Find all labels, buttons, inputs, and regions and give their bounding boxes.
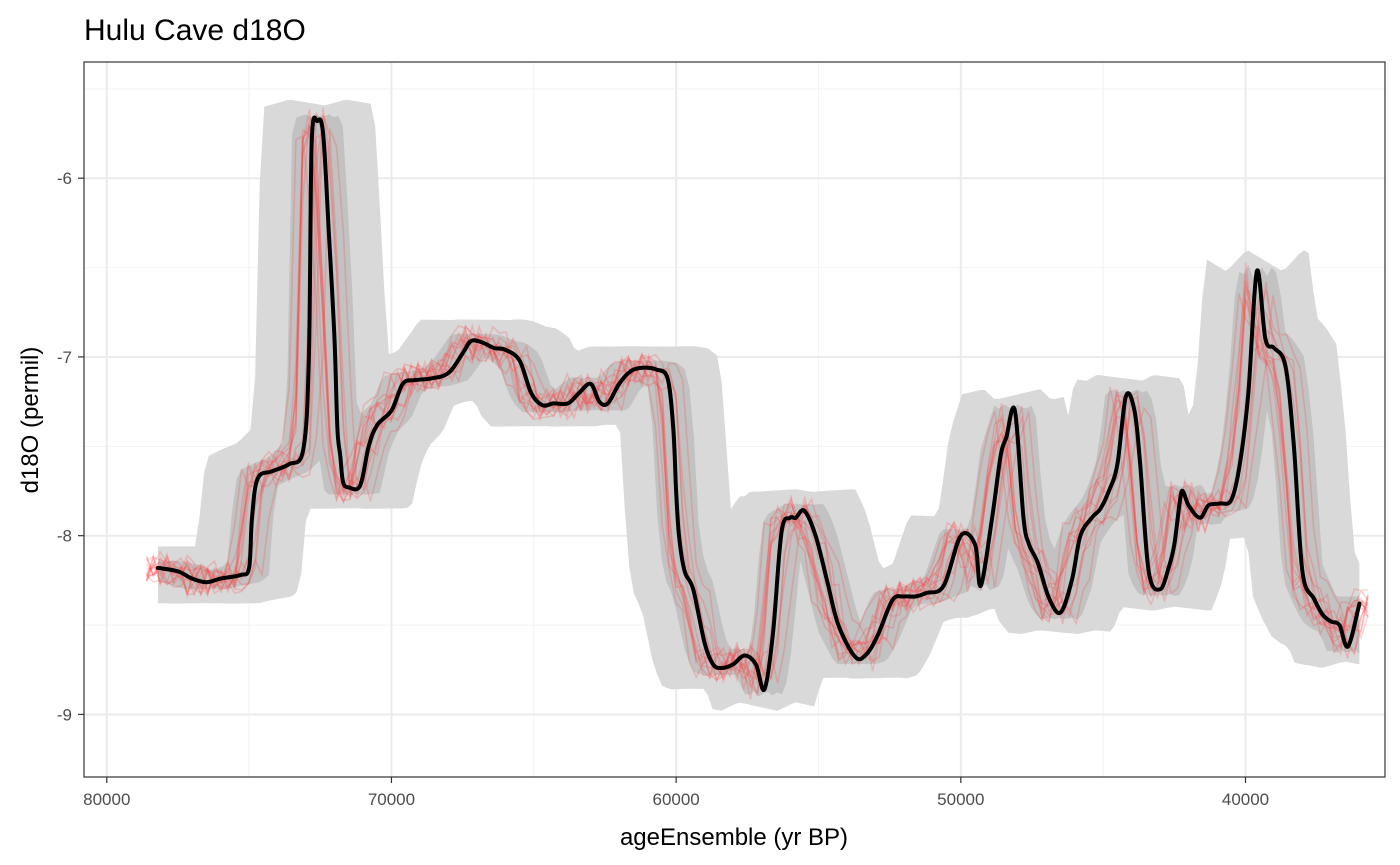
y-tick-label: -9 (57, 705, 72, 724)
x-tick-label: 70000 (368, 790, 415, 809)
median-line (156, 115, 1362, 693)
ensemble-band-inner (158, 114, 1360, 697)
ensemble-member-line (146, 123, 1369, 681)
plot-border (83, 61, 1386, 778)
ensemble-member-line (146, 134, 1369, 690)
ensemble-members (145, 107, 1369, 700)
chart-title: Hulu Cave d18O (84, 14, 306, 47)
y-tick-label: -7 (57, 348, 72, 367)
x-tick-label: 80000 (83, 790, 130, 809)
plot-area (83, 61, 1389, 778)
ensemble-member-line (145, 112, 1369, 684)
y-tick-label: -6 (57, 169, 72, 188)
ensemble-member-line (146, 115, 1369, 696)
y-axis-title: d18O (permil) (17, 347, 44, 494)
y-axis: -6 -7 -8 -9 (57, 169, 84, 724)
ensemble-member-line (145, 128, 1369, 700)
x-axis-title: ageEnsemble (yr BP) (620, 824, 848, 851)
x-tick-label: 60000 (652, 790, 699, 809)
ensemble-member-line (145, 114, 1369, 685)
x-tick-label: 40000 (1222, 790, 1269, 809)
x-tick-label: 50000 (937, 790, 984, 809)
x-axis: 80000 70000 60000 50000 40000 (83, 777, 1269, 809)
y-tick-label: -8 (57, 527, 72, 546)
ensemble-member-line (145, 118, 1369, 680)
ensemble-band-outer (158, 99, 1360, 711)
